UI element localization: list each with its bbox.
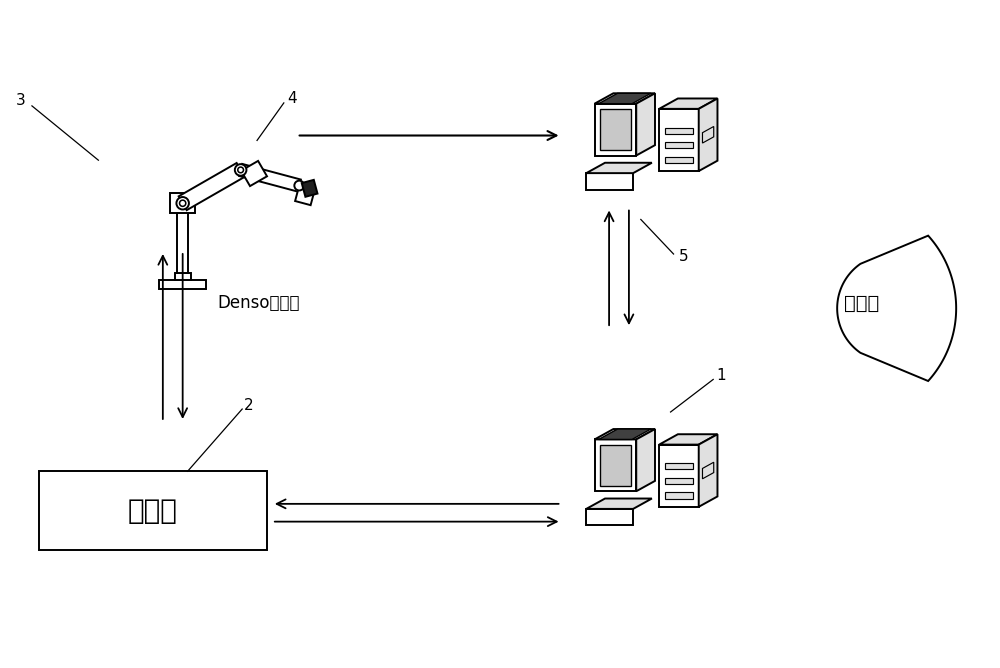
Polygon shape — [595, 440, 636, 491]
Polygon shape — [295, 186, 315, 205]
Polygon shape — [636, 94, 655, 156]
Polygon shape — [177, 208, 188, 273]
Polygon shape — [595, 104, 636, 156]
Polygon shape — [665, 142, 693, 148]
Polygon shape — [599, 94, 651, 104]
Polygon shape — [699, 434, 717, 507]
Circle shape — [176, 197, 189, 210]
Circle shape — [180, 200, 186, 206]
Polygon shape — [665, 464, 693, 470]
Text: 4: 4 — [287, 92, 296, 106]
Polygon shape — [586, 498, 652, 509]
Polygon shape — [600, 109, 631, 150]
Polygon shape — [595, 94, 655, 104]
Polygon shape — [586, 163, 652, 173]
Polygon shape — [302, 180, 317, 197]
Polygon shape — [239, 164, 301, 192]
Polygon shape — [170, 194, 195, 213]
Polygon shape — [659, 98, 717, 109]
Text: 5: 5 — [679, 249, 688, 265]
Polygon shape — [699, 98, 717, 171]
Polygon shape — [595, 429, 655, 440]
Polygon shape — [702, 126, 714, 143]
Circle shape — [238, 167, 243, 173]
Text: 控制器: 控制器 — [128, 497, 178, 525]
Polygon shape — [665, 492, 693, 498]
Circle shape — [235, 164, 246, 176]
Text: Denso机器人: Denso机器人 — [217, 295, 300, 313]
Polygon shape — [837, 236, 956, 381]
Polygon shape — [586, 173, 633, 190]
Polygon shape — [175, 273, 191, 280]
Polygon shape — [241, 161, 267, 186]
Polygon shape — [659, 434, 717, 445]
Polygon shape — [600, 445, 631, 486]
Polygon shape — [586, 509, 633, 526]
Polygon shape — [179, 163, 245, 210]
Text: 通信网: 通信网 — [844, 294, 880, 313]
Polygon shape — [159, 280, 206, 289]
Text: 1: 1 — [716, 368, 726, 383]
Polygon shape — [636, 429, 655, 491]
Polygon shape — [665, 128, 693, 134]
Polygon shape — [659, 445, 699, 507]
Polygon shape — [599, 429, 651, 440]
Text: 3: 3 — [16, 94, 26, 108]
Polygon shape — [665, 478, 693, 484]
Polygon shape — [659, 109, 699, 171]
Polygon shape — [665, 156, 693, 163]
Polygon shape — [702, 462, 714, 479]
Circle shape — [294, 180, 304, 190]
Text: 2: 2 — [244, 397, 254, 413]
Polygon shape — [39, 471, 267, 550]
